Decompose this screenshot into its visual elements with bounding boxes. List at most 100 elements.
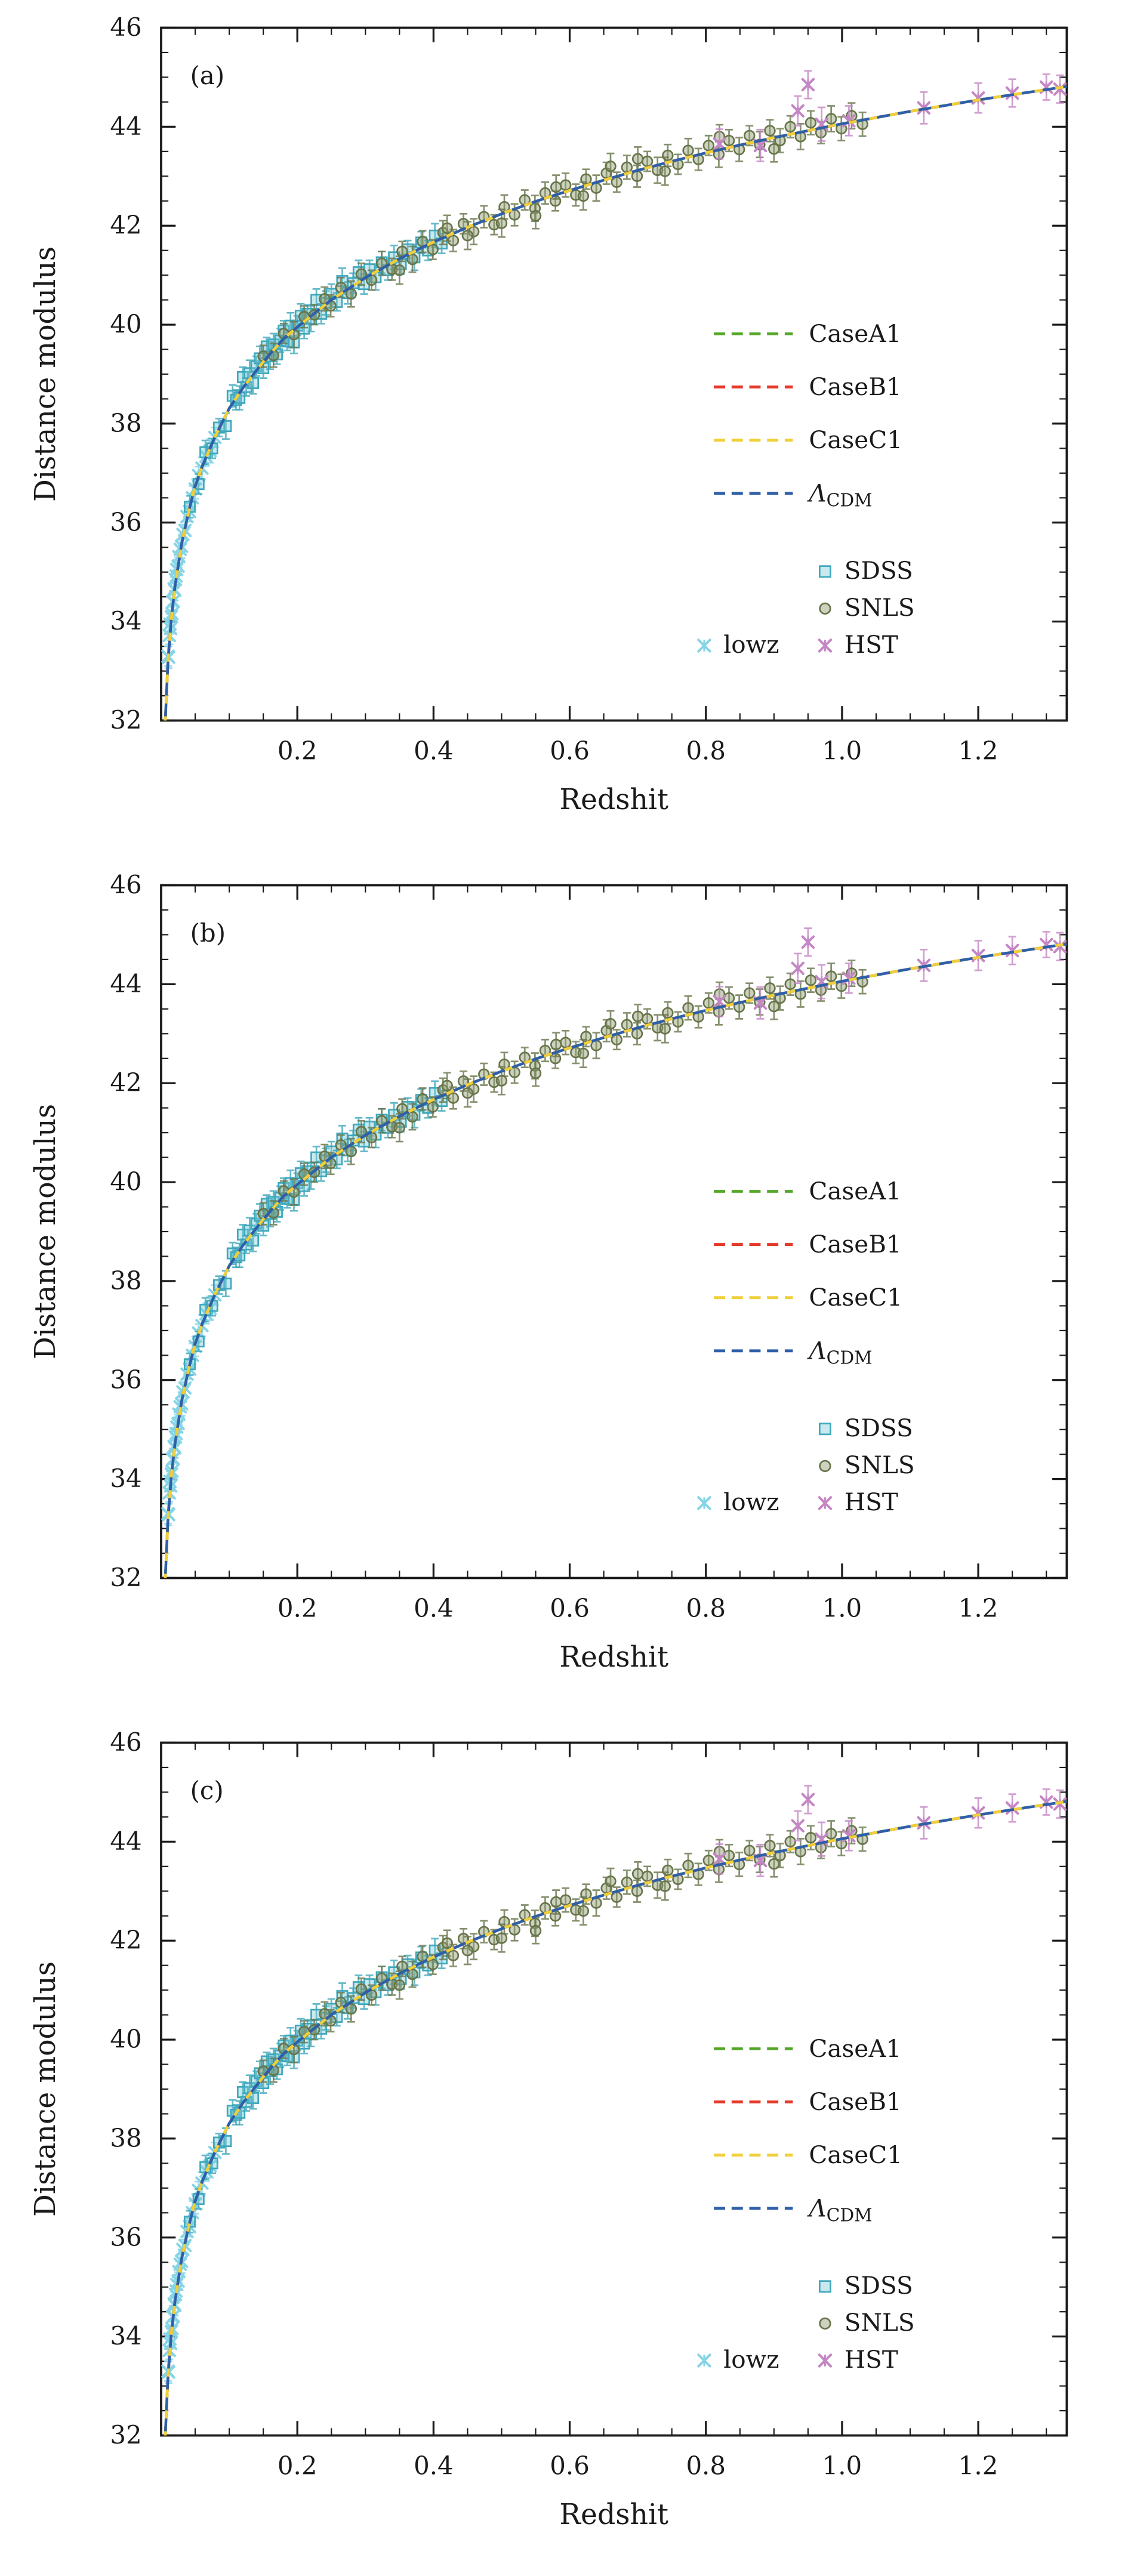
legend-marker-label: SNLS <box>845 593 915 622</box>
axes-frame <box>160 884 1068 1579</box>
series-SDSS <box>183 1938 448 2233</box>
legend-lowz-label: lowz <box>723 1488 779 1516</box>
y-tick-label: 44 <box>110 112 141 141</box>
x-tick-label: 0.4 <box>414 736 454 765</box>
x-tick-label: 0.6 <box>550 2451 590 2480</box>
series-SDSS <box>183 223 448 519</box>
legend-line-label: CaseA1 <box>809 319 901 348</box>
legend-marker-label: SDSS <box>845 1414 913 1442</box>
x-tick-label: 1.2 <box>959 1593 998 1622</box>
y-axis-label: Distance modulus <box>29 1961 62 2217</box>
legend-line-label: CaseA1 <box>809 1177 901 1205</box>
x-tick-label: 0.6 <box>550 736 590 765</box>
x-tick-label: 0.2 <box>278 736 318 765</box>
legend-line-label: ΛCDM <box>806 1336 872 1368</box>
y-tick-label: 40 <box>110 2025 141 2054</box>
y-tick-label: 36 <box>110 507 141 536</box>
legend-marker-label: HST <box>845 2345 898 2374</box>
y-axis-label: Distance modulus <box>29 246 62 502</box>
y-tick-label: 42 <box>110 1926 141 1955</box>
legend-lines: CaseA1 CaseB1 CaseC1 ΛCDM <box>714 2034 902 2226</box>
x-tick-label: 1.2 <box>959 736 998 765</box>
legend-marker-label: SDSS <box>845 2271 913 2300</box>
y-tick-label: 36 <box>110 1365 141 1394</box>
axis-ticks <box>161 1741 1067 2437</box>
series-SNLS <box>257 102 868 368</box>
y-tick-label: 32 <box>110 1563 141 1592</box>
panel-tag: (c) <box>190 1776 224 1805</box>
legend-line-label: CaseB1 <box>809 2087 901 2116</box>
x-tick-label: 1.2 <box>959 2451 998 2480</box>
curve-Λ_CDM <box>164 1800 1067 2436</box>
y-tick-label: 34 <box>110 1464 141 1493</box>
legend-line-label: CaseC1 <box>809 2140 902 2169</box>
legend-lines: CaseA1 CaseB1 CaseC1 ΛCDM <box>714 1177 902 1368</box>
chart-panel-a: 0.2 0.4 0.6 0.8 1.0 1.2 32 34 36 38 40 42 44 46 Redshi… <box>29 13 1068 816</box>
x-axis-label: Redshit <box>559 1641 668 1674</box>
legend-line-label: CaseA1 <box>809 2034 901 2063</box>
model-curves <box>164 942 1067 1578</box>
axes-frame <box>160 1741 1068 2437</box>
chart-panel-b: 0.2 0.4 0.6 0.8 1.0 1.2 32 34 36 38 40 42 44 46 Redshi… <box>29 870 1068 1674</box>
y-tick-label: 40 <box>110 1167 141 1196</box>
hubble-diagram-panel-b: 0.2 0.4 0.6 0.8 1.0 1.2 32 34 36 38 40 42 44 46 Redshi… <box>0 861 1128 1715</box>
legend-marker-label: SDSS <box>845 556 913 585</box>
x-tick-label: 1.0 <box>822 1593 862 1622</box>
legend-lowz-label: lowz <box>723 630 779 659</box>
legend-lowz-label: lowz <box>723 2345 779 2374</box>
legend-marker-label: SNLS <box>845 1451 915 1479</box>
y-tick-label: 38 <box>110 408 141 437</box>
legend-marker-label: HST <box>845 1488 898 1516</box>
legend-line-label: CaseC1 <box>809 425 902 454</box>
y-tick-label: 38 <box>110 2123 141 2152</box>
y-tick-label: 44 <box>110 969 141 998</box>
model-curves <box>164 1800 1067 2436</box>
y-tick-label: 46 <box>110 1727 141 1757</box>
x-tick-label: 1.0 <box>822 736 862 765</box>
legend-lines: CaseA1 CaseB1 CaseC1 ΛCDM <box>714 319 902 511</box>
panel-tag: (b) <box>190 918 226 948</box>
y-tick-label: 46 <box>110 870 141 899</box>
y-tick-label: 46 <box>110 13 141 42</box>
x-tick-label: 0.8 <box>686 2451 726 2480</box>
legend-line-label: ΛCDM <box>806 2194 872 2226</box>
y-tick-label: 34 <box>110 2321 141 2350</box>
y-tick-label: 32 <box>110 2420 141 2449</box>
legend-line-label: ΛCDM <box>806 479 872 511</box>
x-axis-label: Redshit <box>559 783 668 816</box>
panel-tag: (a) <box>190 61 225 90</box>
y-tick-label: 32 <box>110 705 141 735</box>
y-tick-label: 38 <box>110 1266 141 1295</box>
series-SNLS <box>257 960 868 1226</box>
series-SNLS <box>257 1817 868 2083</box>
x-tick-label: 0.4 <box>414 1593 454 1622</box>
legend-line-label: CaseB1 <box>809 372 901 401</box>
x-tick-label: 0.2 <box>278 2451 318 2480</box>
axes-frame <box>160 26 1068 722</box>
x-tick-label: 0.8 <box>686 736 726 765</box>
legend-marker-label: HST <box>845 630 898 659</box>
series-HST <box>713 927 1067 1020</box>
legend-markers: SDSS SNLS HST lowz <box>697 556 915 659</box>
series-SDSS <box>183 1080 448 1376</box>
x-tick-label: 0.6 <box>550 1593 590 1622</box>
chart-panel-c: 0.2 0.4 0.6 0.8 1.0 1.2 32 34 36 38 40 42 44 46 Redshi… <box>29 1727 1068 2531</box>
legend-marker-label: SNLS <box>845 2308 915 2337</box>
legend-markers: SDSS SNLS HST lowz <box>697 2271 915 2374</box>
axis-ticks <box>161 884 1067 1579</box>
y-tick-label: 36 <box>110 2222 141 2251</box>
x-tick-label: 0.2 <box>278 1593 318 1622</box>
hubble-diagram-panel-c: 0.2 0.4 0.6 0.8 1.0 1.2 32 34 36 38 40 42 44 46 Redshi… <box>0 1719 1128 2572</box>
y-tick-label: 40 <box>110 310 141 339</box>
x-tick-label: 1.0 <box>822 2451 862 2480</box>
x-tick-label: 0.8 <box>686 1593 726 1622</box>
y-tick-label: 42 <box>110 1068 141 1097</box>
curve-Λ_CDM <box>164 85 1067 721</box>
y-tick-label: 44 <box>110 1827 141 1856</box>
y-tick-label: 34 <box>110 606 141 635</box>
y-tick-label: 42 <box>110 211 141 240</box>
legend-markers: SDSS SNLS HST lowz <box>697 1414 915 1516</box>
y-axis-label: Distance modulus <box>29 1104 62 1359</box>
legend-line-label: CaseB1 <box>809 1230 901 1258</box>
